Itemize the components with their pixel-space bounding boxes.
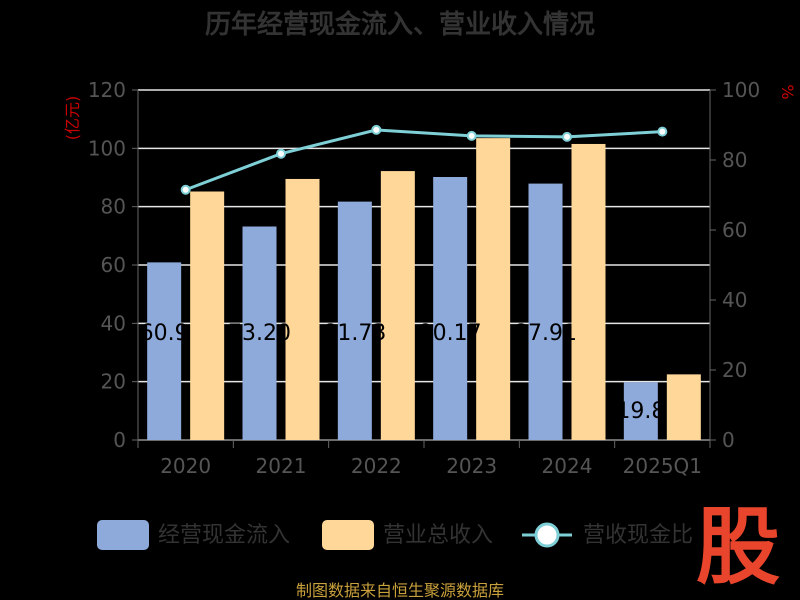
y-left-tick-label: 60 bbox=[101, 253, 126, 277]
data-label-cash-inflow: 90.17 bbox=[419, 321, 482, 346]
data-label-cash-inflow: 81.73 bbox=[323, 321, 386, 346]
y-right-tick-label: 0 bbox=[722, 428, 735, 452]
ratio-line-path bbox=[185, 128, 663, 192]
x-tick-label: 2020 bbox=[160, 454, 211, 478]
x-tick-label: 2024 bbox=[542, 454, 593, 478]
data-label-cash-inflow: 60.9 bbox=[140, 321, 189, 346]
legend-marker-ratio bbox=[534, 522, 560, 548]
x-tick-label: 2021 bbox=[256, 454, 307, 478]
legend-swatch-revenue bbox=[322, 520, 374, 550]
y-right-tick-label: 80 bbox=[722, 148, 747, 172]
bar-cash-inflow bbox=[147, 262, 182, 440]
bar-revenue bbox=[285, 178, 320, 441]
data-label-cash-inflow: 19.8 bbox=[616, 399, 665, 424]
bar-cash-inflow bbox=[433, 177, 468, 441]
bar-revenue bbox=[380, 171, 415, 441]
x-tick-label: 2023 bbox=[446, 454, 497, 478]
y-left-tick-label: 20 bbox=[101, 370, 126, 394]
data-label-cash-inflow: 87.91 bbox=[514, 321, 577, 346]
y-right-tick-label: 60 bbox=[722, 218, 747, 242]
y-right-tick-label: 20 bbox=[722, 358, 747, 382]
legend-label-ratio: 营收现金比 bbox=[583, 523, 693, 548]
bar-revenue bbox=[666, 374, 701, 440]
legend-label-cash-inflow: 经营现金流入 bbox=[158, 523, 290, 548]
grid-lines bbox=[138, 89, 710, 441]
x-tick-label: 2025Q1 bbox=[623, 454, 702, 478]
y-right-tick-label: 100 bbox=[722, 78, 760, 102]
ratio-point bbox=[276, 148, 286, 159]
ratio-line bbox=[180, 124, 668, 195]
chart-title: 历年经营现金流入、营业收入情况 bbox=[205, 9, 595, 40]
legend: 经营现金流入 营业总收入 营收现金比 bbox=[97, 520, 693, 550]
y-right-tick-label: 40 bbox=[722, 288, 747, 312]
y-left-tick-label: 100 bbox=[88, 136, 126, 160]
ratio-point bbox=[180, 184, 191, 195]
bar-cash-inflow bbox=[337, 201, 372, 440]
ratio-point bbox=[466, 130, 477, 141]
bar-revenue bbox=[571, 143, 606, 441]
bar-revenue bbox=[476, 138, 511, 440]
y-left-unit-label: (亿元) bbox=[63, 96, 82, 141]
bar-cash-inflow bbox=[528, 183, 563, 441]
y-right-unit-label: % bbox=[778, 84, 797, 99]
y-left-tick-label: 80 bbox=[101, 195, 126, 219]
tick-labels: 0 20 40 60 80 100 120 0 20 40 60 80 100 2020 2021 2022 2… bbox=[88, 78, 760, 478]
data-labels: 60.9 73.20 81.73 90.17 87.91 19.8 bbox=[140, 321, 666, 424]
x-tick-label: 2022 bbox=[351, 454, 402, 478]
bars bbox=[147, 138, 701, 441]
ratio-point bbox=[657, 126, 668, 137]
legend-swatch-cash-inflow bbox=[97, 520, 149, 550]
bar-cash-inflow bbox=[242, 226, 277, 440]
bar-cash-inflow bbox=[623, 382, 658, 440]
ratio-point bbox=[371, 124, 382, 135]
y-left-tick-label: 0 bbox=[113, 428, 126, 452]
source-note: 制图数据来自恒生聚源数据库 bbox=[296, 581, 504, 600]
legend-label-revenue: 营业总收入 bbox=[383, 523, 493, 548]
ratio-point bbox=[562, 131, 572, 142]
y-left-tick-label: 40 bbox=[101, 311, 126, 335]
data-label-cash-inflow: 73.20 bbox=[228, 321, 291, 346]
y-left-tick-label: 120 bbox=[88, 78, 126, 102]
axes bbox=[132, 89, 716, 448]
stamp-logo: 股 bbox=[696, 498, 780, 596]
bar-revenue bbox=[190, 191, 225, 440]
